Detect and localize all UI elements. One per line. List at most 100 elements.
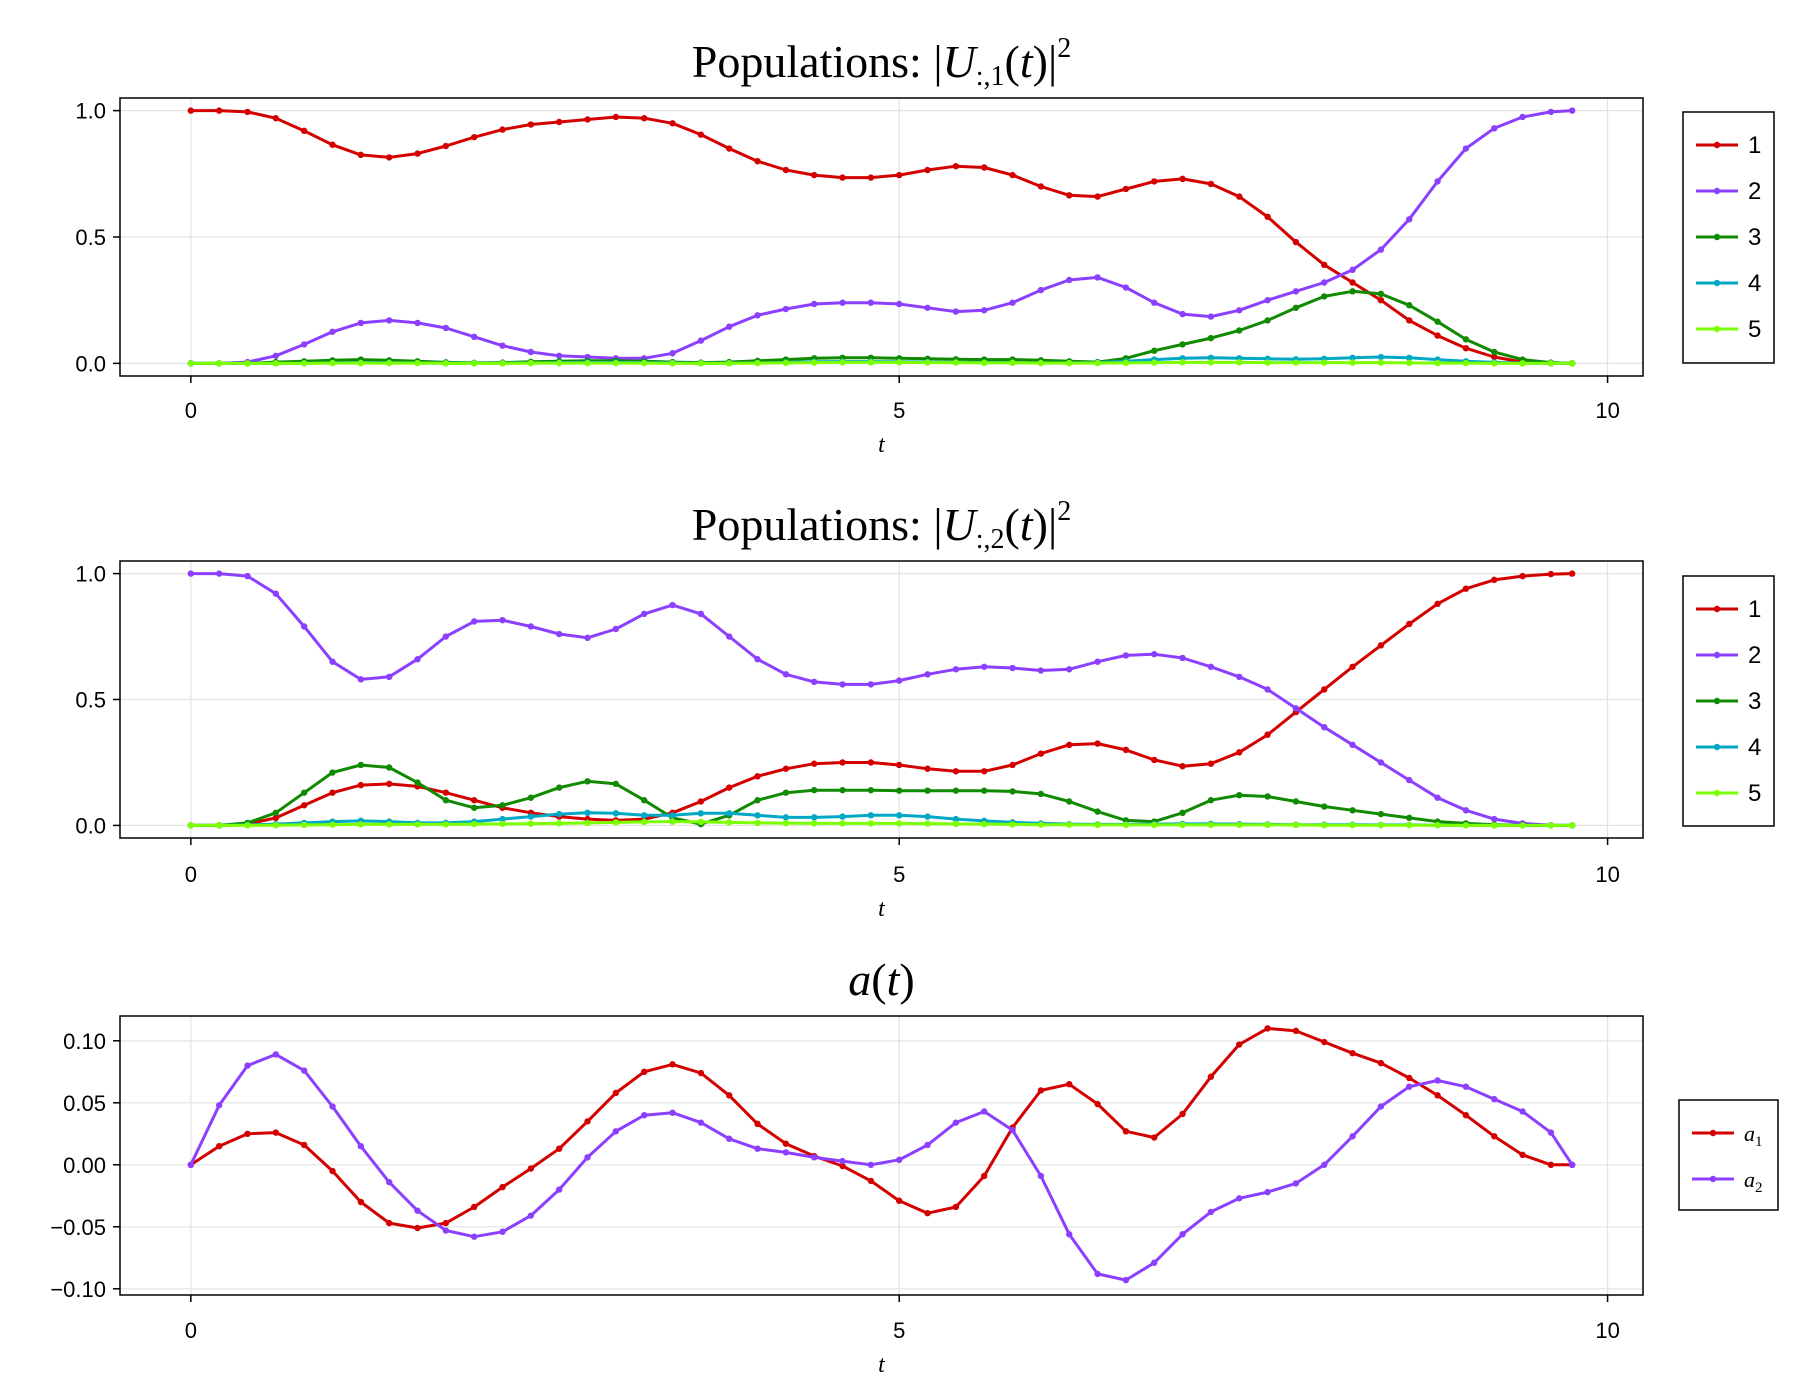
data-point [414, 821, 421, 828]
series-a1 [187, 1025, 1576, 1232]
data-point [1179, 763, 1186, 770]
data-point [867, 174, 875, 181]
data-point [1491, 576, 1498, 584]
data-point [1321, 1038, 1328, 1046]
data-point [555, 1186, 563, 1193]
data-point [1037, 183, 1045, 190]
data-point [555, 820, 563, 827]
data-point [1264, 731, 1271, 738]
y-tick-label: 0.5 [75, 225, 106, 250]
data-point [1406, 216, 1413, 223]
data-point [697, 810, 705, 817]
data-point [924, 765, 931, 772]
data-point [1406, 821, 1413, 829]
x-axis-label: t [878, 896, 886, 922]
data-point [1377, 810, 1385, 818]
data-point [1568, 822, 1576, 829]
data-point [1094, 1270, 1101, 1278]
data-point [640, 1112, 648, 1119]
data-point [1349, 359, 1356, 366]
data-point [1236, 327, 1243, 334]
data-point [867, 786, 875, 794]
series-line [190, 109, 1573, 365]
data-point [782, 671, 790, 678]
data-point [1349, 807, 1356, 814]
data-point [1292, 304, 1300, 311]
data-point [669, 601, 676, 609]
data-point [1462, 1083, 1470, 1090]
data-point [754, 1120, 761, 1128]
data-point [385, 1219, 393, 1227]
data-point [1434, 1077, 1441, 1084]
data-point [640, 797, 648, 804]
data-point [1519, 1108, 1526, 1115]
data-point [952, 666, 960, 673]
series-line [190, 820, 1573, 827]
data-point [527, 820, 535, 827]
data-point [272, 814, 280, 822]
series-3 [187, 761, 1576, 829]
data-point [782, 1149, 790, 1156]
data-point [1406, 359, 1413, 367]
data-point [1462, 336, 1470, 343]
legend: 1 2 3 4 5 [1682, 111, 1775, 364]
data-point [1434, 794, 1441, 801]
data-point [527, 1212, 535, 1219]
data-point [1547, 570, 1555, 578]
data-point [867, 820, 875, 827]
data-point [1491, 353, 1498, 361]
data-point [414, 656, 421, 663]
data-point [300, 1141, 308, 1149]
data-point [811, 359, 818, 366]
data-point [1264, 1188, 1271, 1196]
legend-label: 5 [1748, 316, 1761, 343]
data-point [952, 815, 960, 823]
data-point [811, 1154, 818, 1161]
data-point [1207, 180, 1215, 188]
x-tick-label: 5 [893, 862, 905, 887]
data-point [470, 1233, 478, 1240]
data-point [470, 333, 478, 341]
data-point [839, 174, 846, 181]
data-point [1009, 1126, 1016, 1134]
data-point [1321, 724, 1328, 731]
data-point [1491, 125, 1498, 132]
data-point [782, 1140, 790, 1147]
data-point [896, 300, 903, 308]
data-point [640, 812, 648, 819]
data-point [1207, 1073, 1215, 1080]
data-point [952, 768, 960, 775]
data-point [499, 815, 506, 823]
data-point [1519, 360, 1526, 367]
data-point [300, 341, 308, 348]
data-point [1122, 185, 1130, 193]
data-point [1321, 1161, 1328, 1169]
data-point [896, 820, 903, 827]
data-point [527, 794, 535, 801]
data-point [1462, 807, 1470, 814]
data-point [272, 1129, 280, 1136]
y-tick-label: 0.0 [75, 351, 106, 376]
chart-title: Populations: |U:,2(t)|2 [692, 496, 1071, 555]
data-point [1264, 359, 1271, 366]
data-point [1122, 1128, 1130, 1135]
data-point [896, 787, 903, 794]
data-point [1207, 1208, 1215, 1216]
legend-swatch-marker [1713, 605, 1721, 613]
data-point [385, 1178, 393, 1186]
data-point [782, 166, 790, 174]
data-point [357, 676, 365, 683]
data-point [1179, 1231, 1186, 1238]
data-point [1122, 1276, 1130, 1284]
data-point [669, 350, 676, 357]
data-point [1207, 760, 1215, 767]
data-point [1292, 705, 1300, 712]
data-point [1122, 821, 1130, 829]
data-point [244, 360, 251, 367]
data-point [1434, 318, 1441, 325]
data-point [555, 810, 563, 818]
data-point [1434, 359, 1441, 367]
data-point [1434, 1092, 1441, 1099]
data-point [1547, 360, 1555, 367]
data-point [726, 819, 733, 826]
